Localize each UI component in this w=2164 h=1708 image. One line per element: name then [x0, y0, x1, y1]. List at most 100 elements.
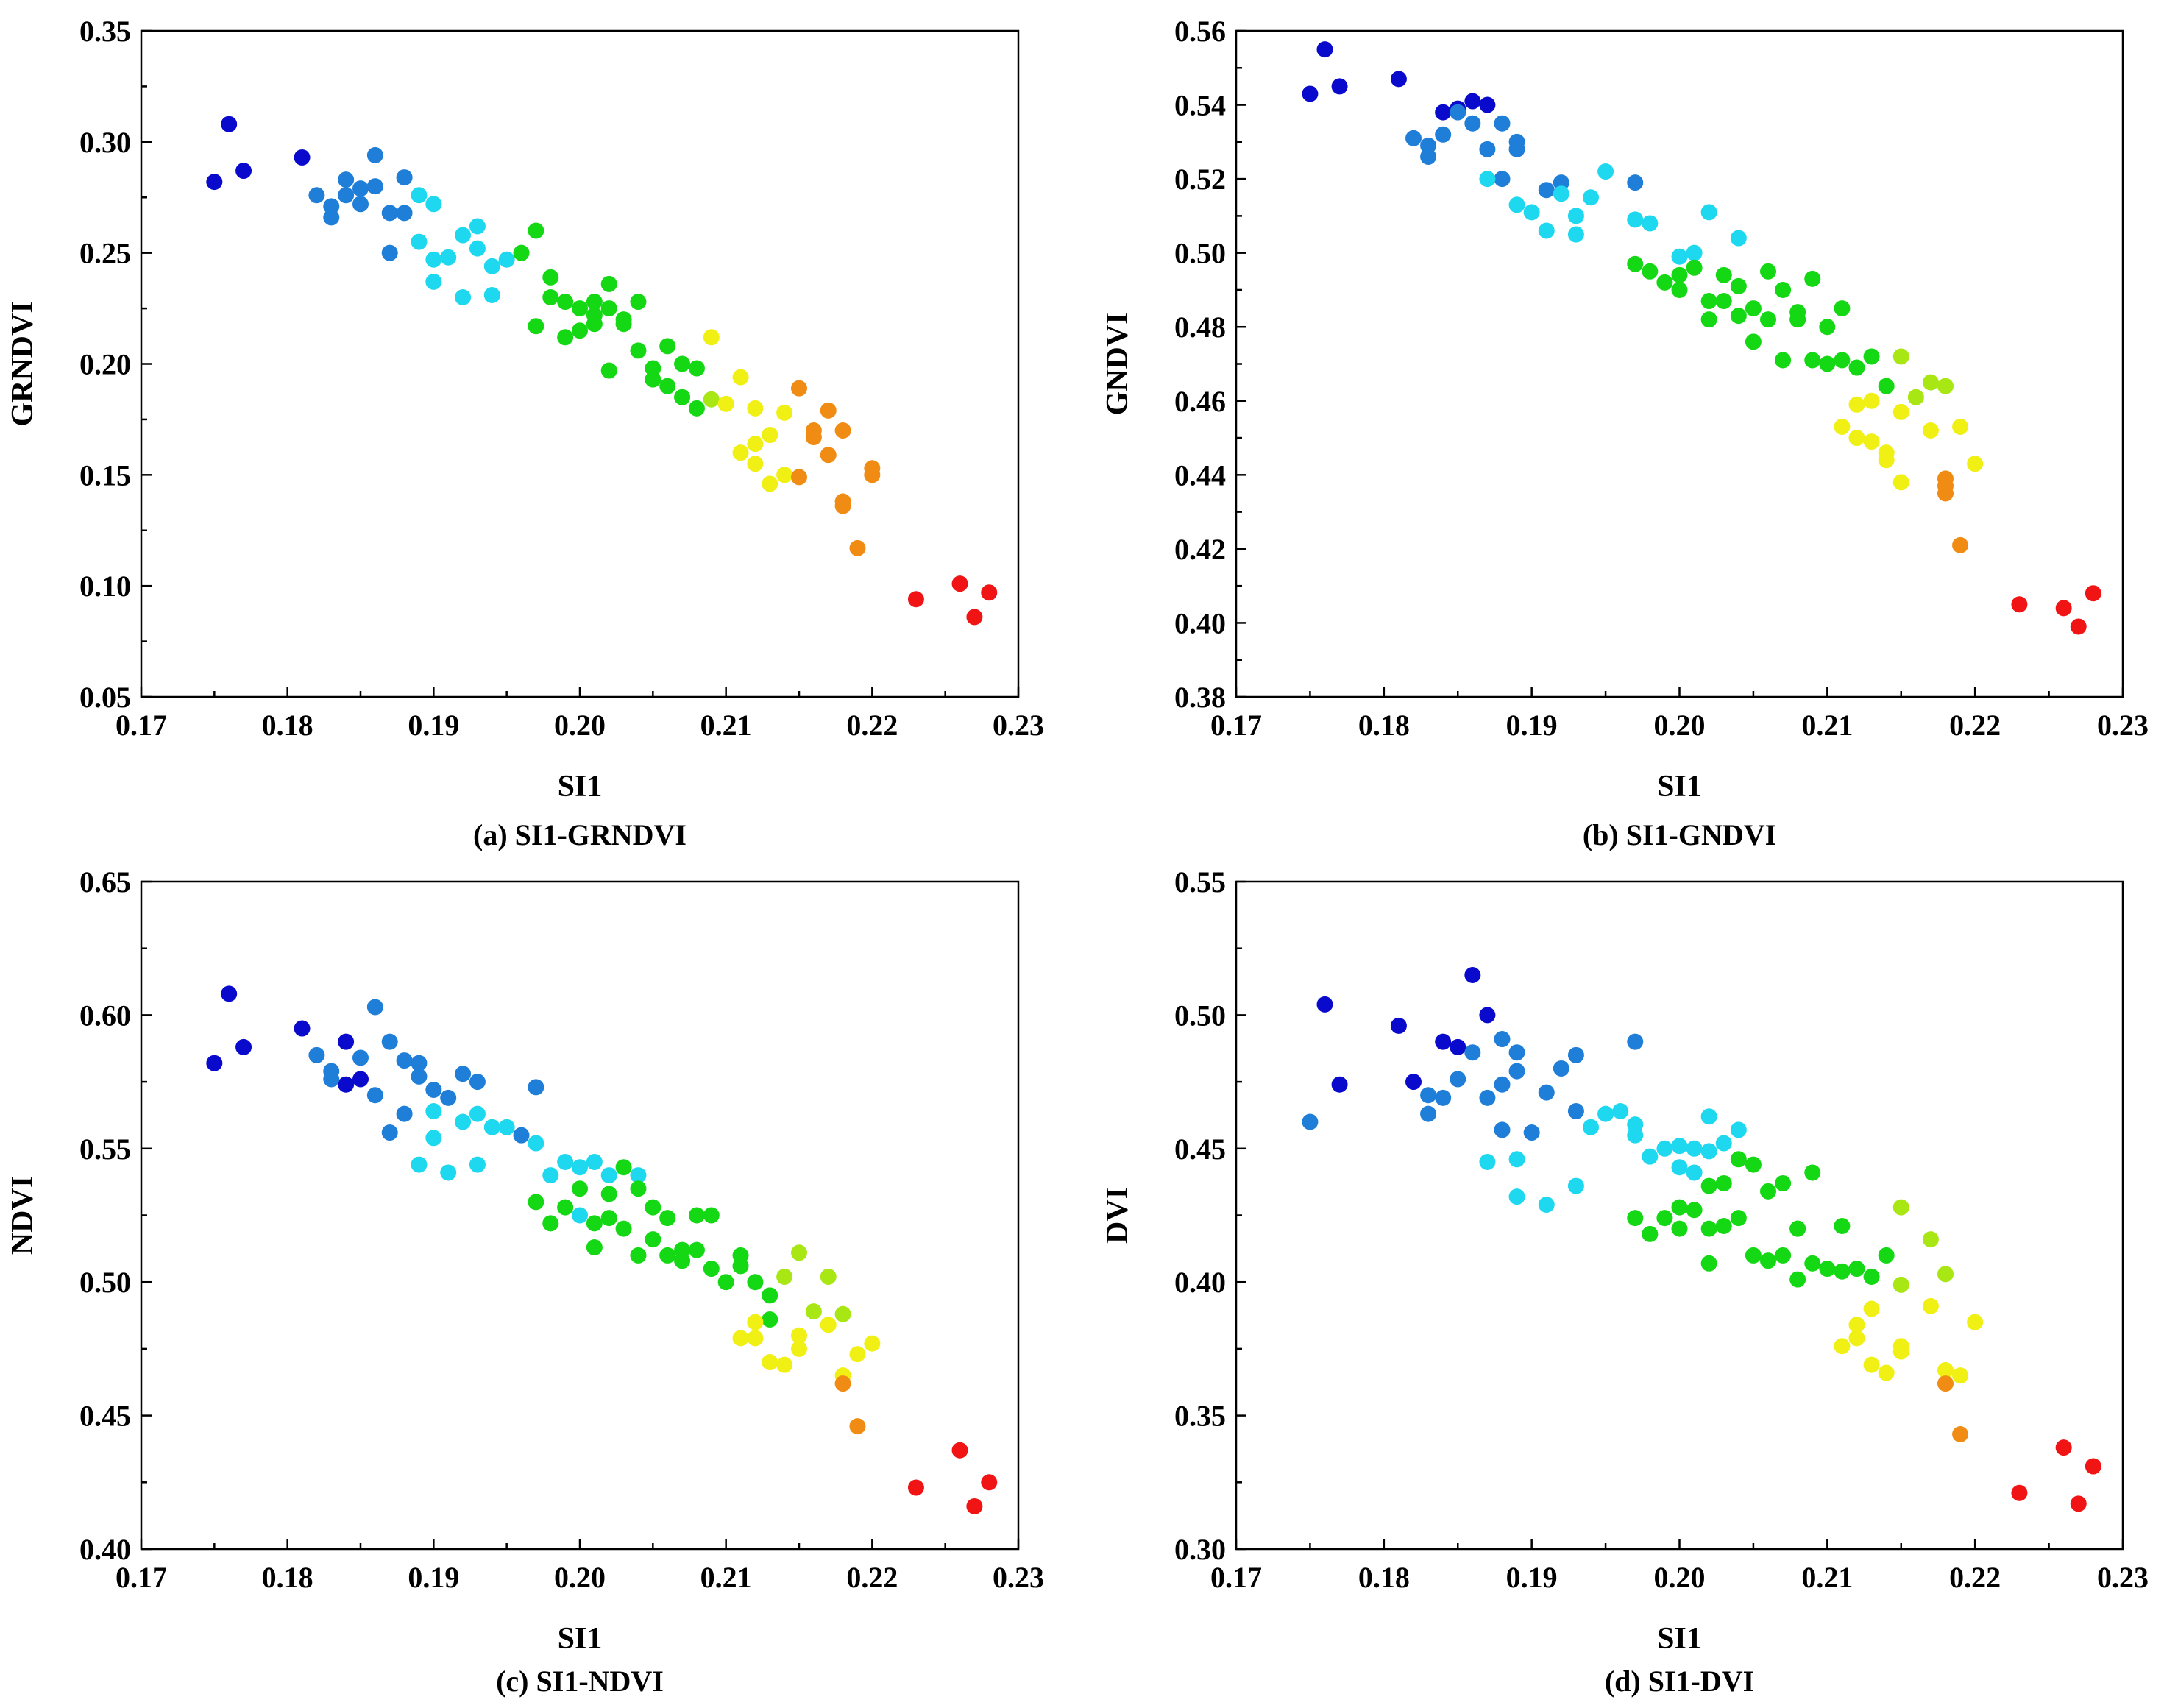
data-point [1435, 126, 1452, 143]
data-point [1331, 1076, 1348, 1093]
data-point [981, 1474, 998, 1491]
data-point [1700, 1143, 1717, 1160]
data-point [366, 999, 383, 1016]
data-point [1567, 208, 1584, 224]
data-point [1700, 293, 1717, 310]
data-point [235, 1038, 252, 1055]
data-point [1937, 485, 1954, 502]
data-point [717, 1274, 734, 1291]
data-point [425, 251, 442, 268]
x-tick-label: 0.19 [1506, 709, 1558, 742]
data-point [1922, 1297, 1939, 1314]
data-point [1671, 281, 1688, 298]
data-point [206, 1055, 223, 1071]
data-point [2055, 600, 2072, 617]
data-point [352, 196, 369, 213]
panel-caption: (c) SI1-NDVI [496, 1665, 664, 1698]
data-point [776, 467, 793, 483]
data-point [1583, 1119, 1599, 1135]
data-point [1302, 1113, 1319, 1130]
data-point [849, 539, 866, 556]
data-point [1538, 222, 1555, 239]
data-point [1730, 1151, 1747, 1168]
data-point [688, 400, 705, 417]
data-point [747, 1274, 764, 1291]
data-point [791, 1340, 807, 1357]
data-point [1789, 304, 1806, 321]
y-tick-label: 0.50 [1174, 999, 1226, 1032]
y-tick-label: 0.25 [79, 237, 131, 270]
data-point [586, 1153, 603, 1170]
y-tick-label: 0.60 [79, 999, 131, 1032]
data-point [1627, 211, 1644, 228]
data-point [528, 318, 544, 335]
data-point [1390, 1017, 1407, 1034]
data-point [834, 422, 851, 439]
data-point [1789, 1271, 1806, 1288]
x-tick-label: 0.20 [554, 1561, 606, 1594]
data-point [2011, 596, 2028, 613]
data-point [294, 1020, 311, 1037]
data-point [425, 1130, 442, 1147]
data-point [776, 1356, 793, 1373]
panel-b-si1-gndvi: 0.17 0.18 0.19 0.20 0.21 0.22 0.23 0.38 0.40 0.42… [1101, 15, 2149, 851]
data-point [1316, 996, 1333, 1013]
data-point [1686, 259, 1703, 276]
data-point [1627, 1127, 1644, 1144]
data-point [469, 1156, 486, 1173]
data-point [1316, 41, 1333, 58]
plot-frame [140, 29, 1020, 698]
data-point [1700, 204, 1717, 221]
data-point [425, 273, 442, 290]
x-tick-label: 0.18 [1358, 709, 1410, 742]
data-point [1848, 359, 1865, 376]
x-tick-label: 0.23 [993, 709, 1044, 742]
data-point [1967, 1314, 1984, 1330]
data-point [338, 187, 355, 204]
data-point [1834, 1218, 1851, 1235]
data-point [352, 180, 369, 197]
x-tick-label: 0.19 [1506, 1561, 1558, 1594]
data-point [1922, 374, 1939, 391]
data-point [907, 591, 924, 608]
data-point [1834, 1263, 1851, 1280]
data-point [1700, 1255, 1717, 1272]
data-point [645, 360, 661, 377]
data-point [1567, 226, 1584, 243]
data-point [1642, 1225, 1659, 1242]
data-point [455, 1066, 472, 1082]
data-point [1878, 444, 1895, 461]
data-point [762, 427, 778, 444]
data-point [469, 1074, 486, 1091]
x-axis-label: SI1 [1657, 770, 1702, 804]
data-point [600, 1167, 617, 1184]
data-point [425, 1103, 442, 1120]
data-point [1671, 248, 1688, 265]
data-point [1494, 1076, 1511, 1093]
data-point [1789, 1220, 1806, 1237]
data-point [1730, 308, 1747, 325]
data-point [1686, 1202, 1703, 1219]
x-tick-label: 0.18 [1358, 1561, 1410, 1594]
data-point [1863, 392, 1880, 409]
data-point [600, 362, 617, 379]
data-point [1730, 1121, 1747, 1138]
data-point [1700, 1220, 1717, 1237]
data-point [2055, 1439, 2072, 1456]
data-point [1538, 182, 1555, 199]
data-point [747, 400, 764, 417]
data-point [1420, 148, 1437, 165]
data-point [1671, 1138, 1688, 1155]
y-tick-label: 0.30 [79, 126, 131, 159]
data-point [1937, 1375, 1954, 1392]
data-point [1700, 311, 1717, 328]
data-point [411, 187, 428, 204]
data-point [1567, 1177, 1584, 1194]
data-point [1715, 1218, 1732, 1235]
data-point [206, 174, 223, 191]
data-point [1878, 378, 1895, 394]
data-point [966, 609, 983, 626]
data-point [411, 1055, 428, 1071]
data-point [674, 1252, 691, 1269]
x-tick-label: 0.17 [1210, 709, 1262, 742]
